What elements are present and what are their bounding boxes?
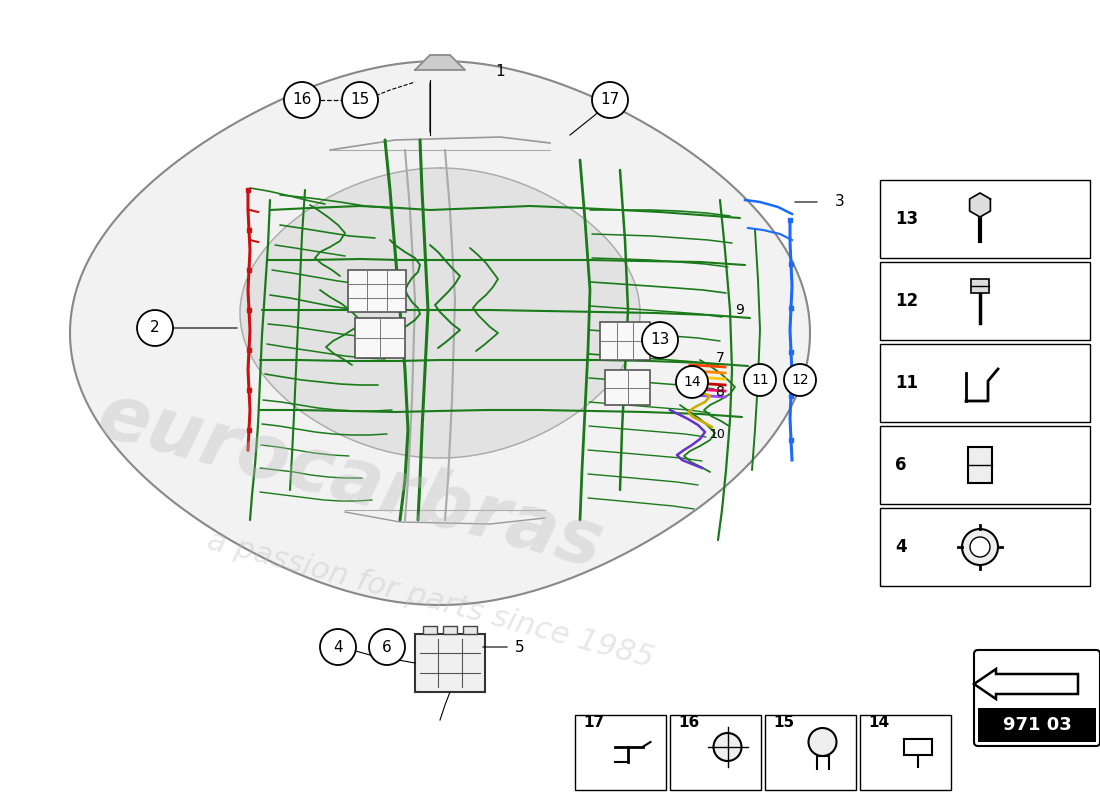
Text: 6: 6 [895,456,906,474]
Text: 13: 13 [895,210,918,228]
Bar [880,426,1090,504]
Text: 17: 17 [601,93,619,107]
Text: 3: 3 [835,194,845,210]
Bar [880,508,1090,586]
Circle shape [320,629,356,665]
Text: 17: 17 [583,715,604,730]
Bar [968,447,992,483]
Circle shape [284,82,320,118]
Text: 5: 5 [515,639,525,654]
Circle shape [808,728,836,756]
Circle shape [342,82,378,118]
FancyArrow shape [974,669,1078,699]
Polygon shape [240,168,640,458]
Circle shape [138,310,173,346]
Polygon shape [969,193,990,217]
Circle shape [642,322,678,358]
Text: 15: 15 [351,93,370,107]
Text: 12: 12 [895,292,918,310]
Text: 16: 16 [293,93,311,107]
Bar [600,322,650,360]
Text: 4: 4 [333,639,343,654]
Text: 14: 14 [868,715,889,730]
Bar [880,180,1090,258]
Bar [424,626,437,634]
Text: 7: 7 [716,351,725,365]
Circle shape [592,82,628,118]
Text: 15: 15 [773,715,794,730]
Bar [348,270,406,312]
Circle shape [714,733,741,761]
Text: 971 03: 971 03 [1002,716,1071,734]
Bar [764,715,856,790]
Polygon shape [70,61,810,605]
Circle shape [970,537,990,557]
Text: 10: 10 [711,427,726,441]
Bar [670,715,761,790]
Bar [443,626,456,634]
Bar [355,318,405,358]
Circle shape [744,364,775,396]
Bar [880,344,1090,422]
Text: 16: 16 [678,715,700,730]
Bar [971,279,989,293]
Circle shape [784,364,816,396]
Circle shape [962,529,998,565]
Circle shape [368,629,405,665]
Text: 8: 8 [716,385,725,399]
Bar [880,262,1090,340]
Text: eurocarbras: eurocarbras [89,377,611,583]
Bar [860,715,952,790]
Text: 9: 9 [736,303,745,317]
Text: 4: 4 [895,538,906,556]
Text: 14: 14 [683,375,701,389]
Text: 6: 6 [382,639,392,654]
Text: 11: 11 [751,373,769,387]
Polygon shape [415,55,465,70]
Text: 1: 1 [495,65,505,79]
FancyBboxPatch shape [974,650,1100,746]
Text: 11: 11 [895,374,918,392]
Bar [605,370,650,405]
Bar [575,715,666,790]
Text: 13: 13 [650,333,670,347]
Text: 2: 2 [151,321,160,335]
Bar [415,634,485,692]
Circle shape [676,366,708,398]
Bar [463,626,477,634]
Bar [978,708,1096,742]
Text: a passion for parts since 1985: a passion for parts since 1985 [204,526,657,674]
Text: 12: 12 [791,373,808,387]
